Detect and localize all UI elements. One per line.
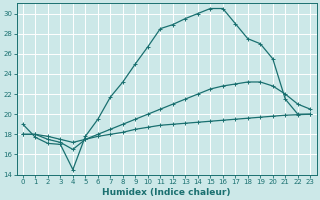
X-axis label: Humidex (Indice chaleur): Humidex (Indice chaleur) bbox=[102, 188, 231, 197]
